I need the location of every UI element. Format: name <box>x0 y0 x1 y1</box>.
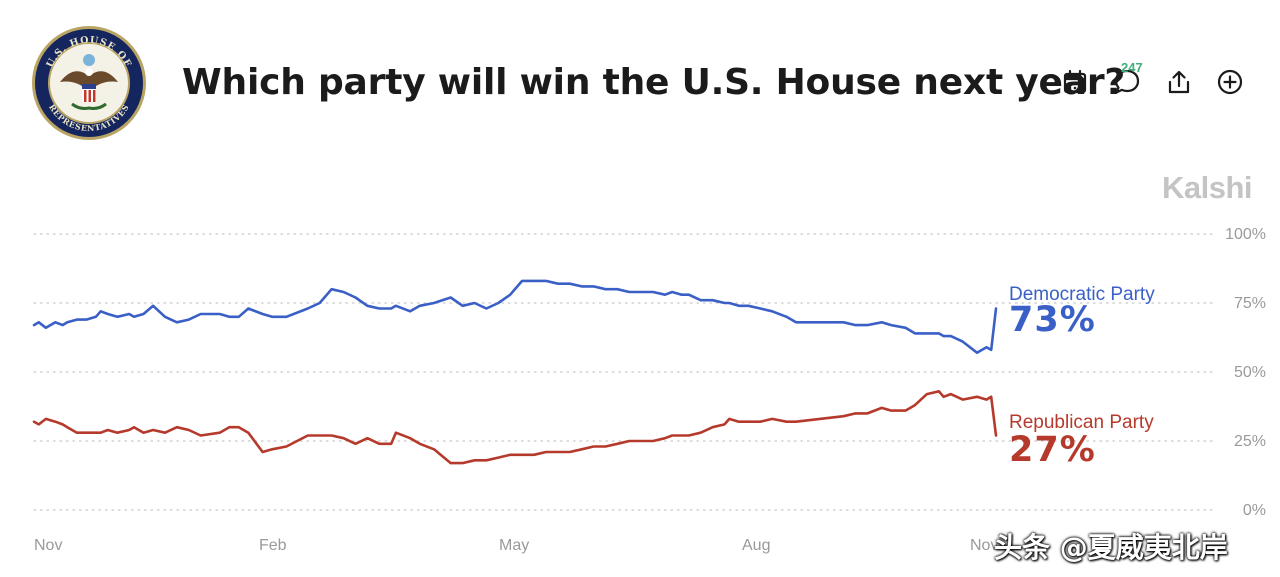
series-value-label: 73% <box>1009 300 1096 340</box>
y-tick-label: 100% <box>1225 226 1266 243</box>
share-icon <box>1168 70 1190 94</box>
comment-icon <box>1114 69 1140 94</box>
democratic-party-line <box>32 279 998 354</box>
x-tick-label: Nov <box>970 537 998 554</box>
calendar-icon <box>1063 69 1087 94</box>
x-tick-label: Feb <box>259 537 287 554</box>
kalshi-brand: Kalshi <box>1162 170 1253 205</box>
series-name-label: Republican Party <box>1009 412 1154 433</box>
x-tick-label: Aug <box>742 537 770 554</box>
add-icon <box>1217 69 1243 95</box>
y-tick-label: 75% <box>1234 295 1266 312</box>
add-button[interactable] <box>1212 64 1248 100</box>
series-value-label: 27% <box>1009 430 1096 470</box>
series-name-label: Democratic Party <box>1009 284 1155 305</box>
comments-button[interactable] <box>1109 64 1145 100</box>
y-tick-label: 0% <box>1243 502 1266 519</box>
y-tick-label: 50% <box>1234 364 1266 381</box>
watermark: 头条 @夏威夷北岸 <box>994 531 1228 564</box>
house-seal-logo: U.S. HOUSE OF REPRESENTATIVES <box>32 26 146 140</box>
share-button[interactable] <box>1161 64 1197 100</box>
calendar-button[interactable] <box>1057 64 1093 100</box>
comment-count-badge: 247 <box>1121 60 1143 75</box>
page-title: Which party will win the U.S. House next… <box>182 62 1126 103</box>
x-tick-label: May <box>499 537 529 554</box>
y-tick-label: 25% <box>1234 433 1266 450</box>
x-tick-label: Nov <box>34 537 62 554</box>
republican-party-line <box>32 390 998 465</box>
